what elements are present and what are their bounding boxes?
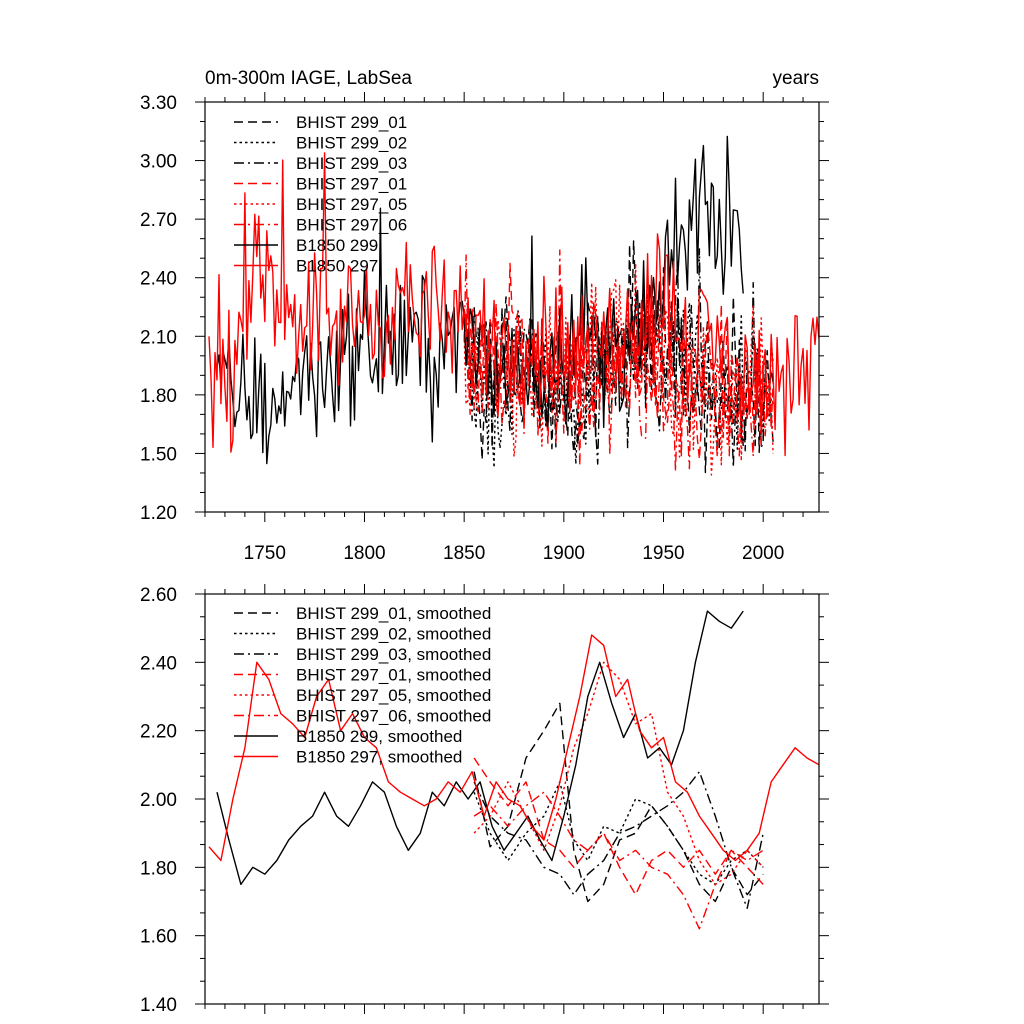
top-y-tick-label: 1.20	[140, 503, 177, 524]
bottom-legend-label-b1850-299-smoothed: B1850 299, smoothed	[296, 727, 462, 746]
bottom-legend-label-bhist-297-01-smoothed: BHIST 297_01, smoothed	[296, 666, 491, 685]
bottom-series-b1850-297-smoothed	[208, 634, 819, 862]
bottom-y-tick-label: 1.40	[140, 995, 177, 1016]
top-legend-label-bhist-299-01: BHIST 299_01	[296, 113, 407, 132]
bottom-series-bhist-297-01-smoothed	[473, 757, 764, 896]
bottom-series-layer	[208, 610, 819, 930]
top-x-tick-label: 1850	[443, 543, 485, 564]
bottom-y-tick-label: 1.60	[140, 927, 177, 948]
bottom-series-bhist-299-02-smoothed	[473, 781, 764, 886]
top-plot-frame	[204, 101, 820, 513]
top-panel-units: years	[773, 68, 819, 89]
top-y-tick-label: 3.00	[140, 152, 177, 173]
bottom-series-bhist-297-06-smoothed	[473, 791, 764, 930]
top-y-tick-label: 2.10	[140, 327, 177, 348]
bottom-y-tick-label: 2.00	[140, 790, 177, 811]
top-legend-label-bhist-297-01: BHIST 297_01	[296, 175, 407, 194]
bottom-series-bhist-299-01-smoothed	[473, 702, 764, 903]
top-y-tick-label: 1.80	[140, 386, 177, 407]
top-legend-label-bhist-299-02: BHIST 299_02	[296, 134, 407, 153]
bottom-ticks: 1.40 1.60 1.80 2.00 2.20 2.40 2.60	[140, 584, 829, 1016]
top-x-tick-label: 1750	[244, 543, 286, 564]
bottom-y-tick-label: 1.80	[140, 858, 177, 879]
top-ticks: 1750 1800 1850 1900 1950 2000 1.20 1.50 1.80 2.10…	[140, 92, 829, 564]
top-y-tick-label: 1.50	[140, 444, 177, 465]
top-x-tick-label: 1900	[543, 543, 585, 564]
bottom-series-b1850-299-smoothed	[216, 610, 744, 886]
top-series-bhist-299-03	[463, 248, 774, 468]
bottom-y-tick-label: 2.60	[140, 585, 177, 606]
top-series-b1850-297	[208, 152, 819, 457]
top-x-tick-label: 1950	[642, 543, 684, 564]
top-legend-label-bhist-299-03: BHIST 299_03	[296, 154, 407, 173]
top-legend-label-bhist-297-05: BHIST 297_05	[296, 195, 407, 214]
bottom-legend-label-bhist-299-03-smoothed: BHIST 299_03, smoothed	[296, 645, 491, 664]
bottom-legend: BHIST 299_01, smoothed BHIST 299_02, smoo…	[234, 604, 491, 767]
bottom-legend-label-bhist-297-06-smoothed: BHIST 297_06, smoothed	[296, 707, 491, 726]
top-series-bhist-297-05	[463, 262, 774, 476]
top-y-tick-label: 2.40	[140, 269, 177, 290]
bottom-legend-label-bhist-299-02-smoothed: BHIST 299_02, smoothed	[296, 625, 491, 644]
bottom-legend-label-b1850-297-smoothed: B1850 297, smoothed	[296, 748, 462, 767]
top-legend-label-b1850-297: B1850 297	[296, 257, 378, 276]
top-panel: 0m-300m IAGE, LabSea years 1750 1800 1850 1…	[140, 68, 829, 564]
top-y-tick-label: 2.70	[140, 210, 177, 231]
top-legend-label-b1850-299: B1850 299	[296, 236, 378, 255]
top-legend-label-bhist-297-06: BHIST 297_06	[296, 216, 407, 235]
top-panel-title: 0m-300m IAGE, LabSea	[205, 68, 412, 89]
top-series-bhist-297-01	[463, 262, 774, 467]
bottom-y-tick-label: 2.20	[140, 722, 177, 743]
top-x-tick-label: 1800	[343, 543, 385, 564]
bottom-panel: 1.40 1.60 1.80 2.00 2.20 2.40 2.60 BHIST 299_0…	[140, 584, 829, 1016]
bottom-y-tick-label: 2.40	[140, 653, 177, 674]
top-series-layer	[208, 135, 819, 476]
bottom-legend-label-bhist-297-05-smoothed: BHIST 297_05, smoothed	[296, 686, 491, 705]
top-y-tick-label: 3.30	[140, 93, 177, 114]
bottom-series-bhist-299-03-smoothed	[473, 771, 764, 909]
top-x-tick-label: 2000	[742, 543, 784, 564]
bottom-series-bhist-297-05-smoothed	[473, 661, 764, 886]
bottom-legend-label-bhist-299-01-smoothed: BHIST 299_01, smoothed	[296, 604, 491, 623]
